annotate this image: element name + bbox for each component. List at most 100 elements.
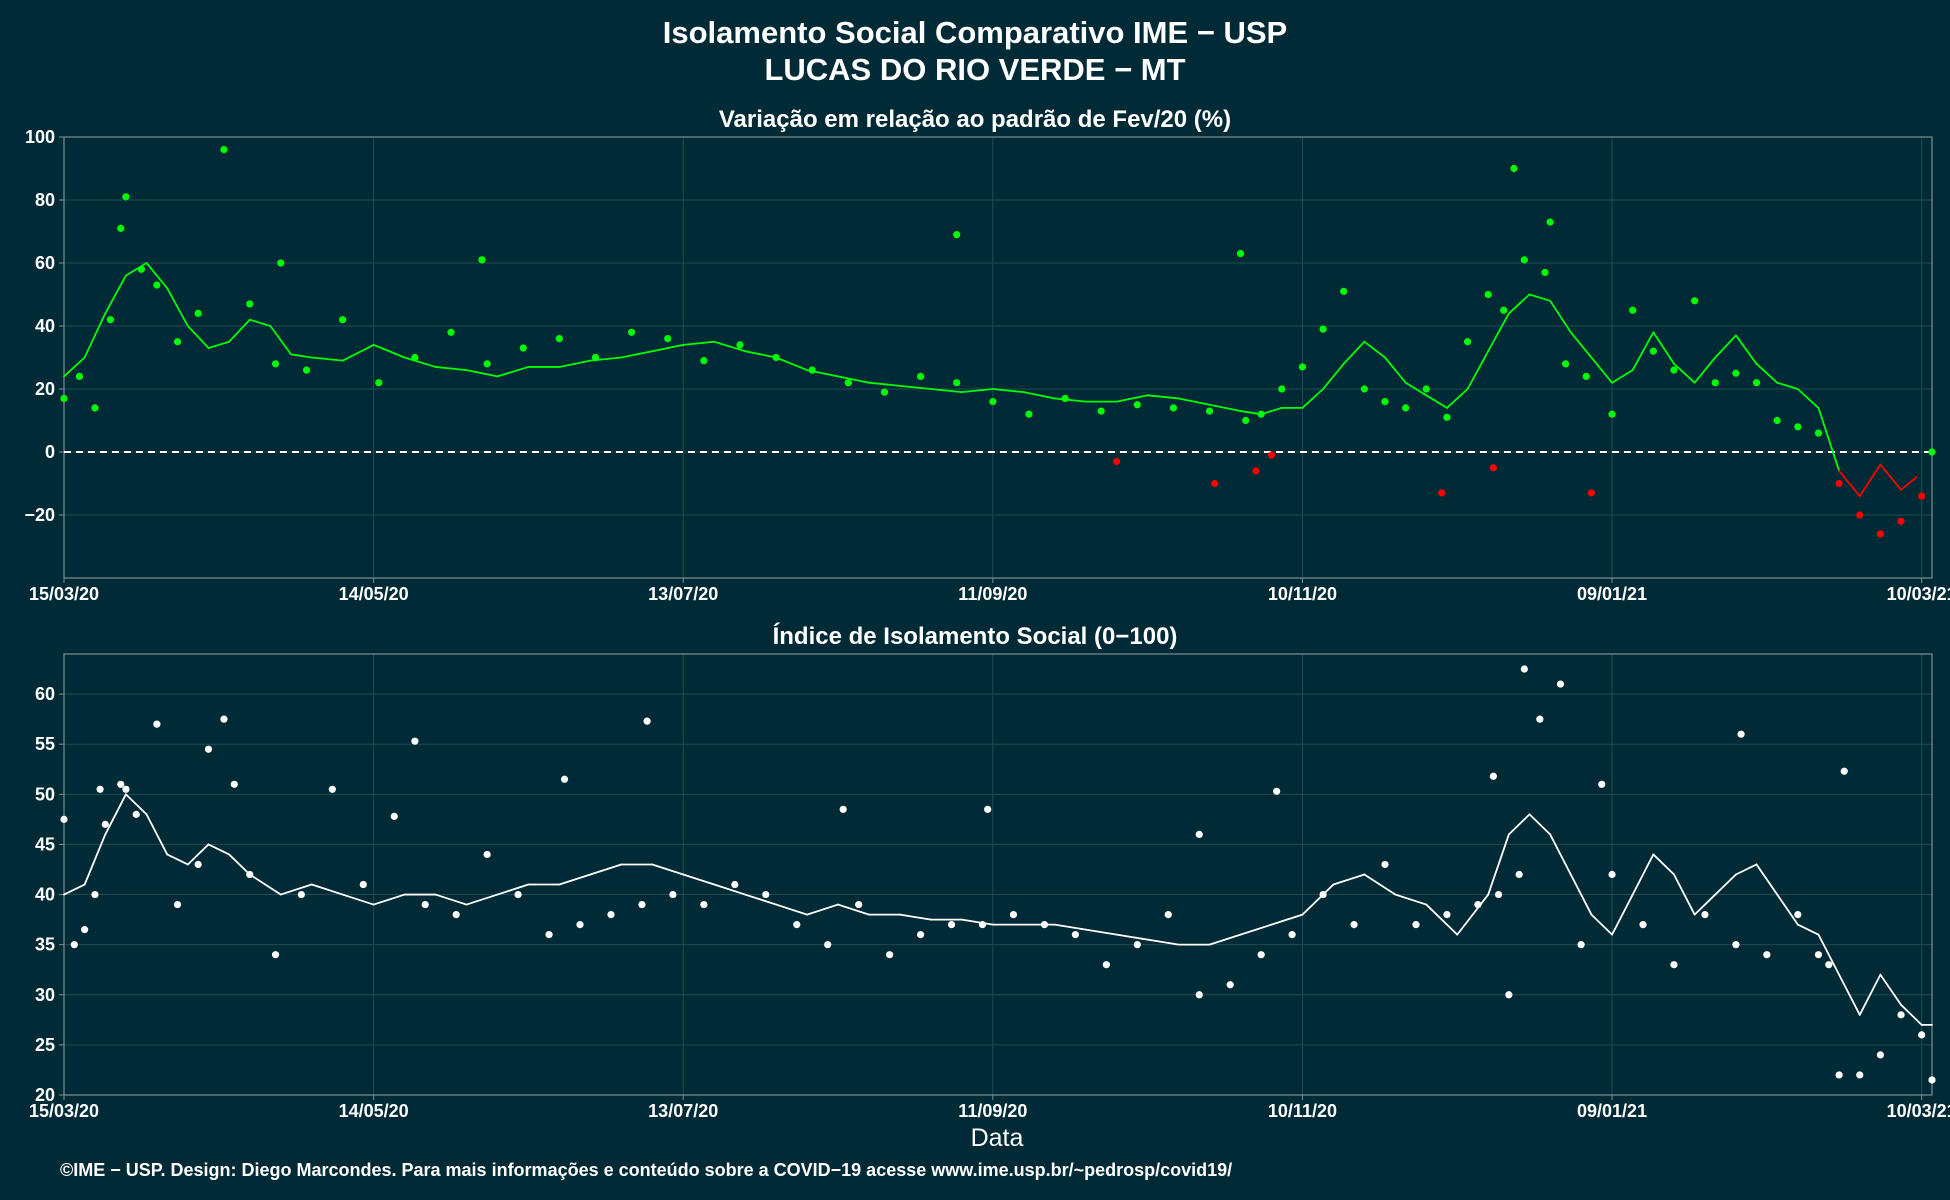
data-point — [1876, 1051, 1884, 1059]
data-point — [1071, 931, 1080, 939]
data-point — [328, 785, 336, 793]
moving-average-segment — [1611, 369, 1634, 384]
data-point — [664, 335, 672, 343]
moving-average-segment — [1022, 391, 1056, 400]
data-point — [1025, 410, 1033, 418]
data-point — [545, 931, 553, 939]
data-point — [1298, 363, 1307, 371]
moving-average-segment — [465, 369, 499, 378]
data-point — [153, 720, 161, 728]
data-point — [1500, 306, 1508, 314]
moving-average-segment — [1838, 973, 1861, 1016]
moving-average-segment — [1549, 299, 1572, 334]
moving-average-segment — [372, 343, 406, 359]
moving-average-segment — [186, 843, 210, 866]
moving-average-segment — [1796, 923, 1820, 936]
data-point — [1484, 290, 1492, 299]
moving-average-segment — [775, 356, 808, 372]
moving-average-segment — [651, 343, 685, 353]
data-point — [483, 850, 491, 859]
data-point — [560, 775, 569, 783]
moving-average-segment — [125, 262, 148, 277]
y-tick-label: 40 — [35, 885, 55, 905]
moving-average-segment — [1838, 469, 1861, 498]
data-point — [700, 357, 708, 365]
data-point — [1897, 1011, 1905, 1019]
data-point — [411, 737, 419, 745]
panel-border — [63, 136, 1933, 579]
moving-average-segment — [1301, 883, 1335, 916]
data-point — [1752, 379, 1761, 387]
moving-average-segment — [1384, 356, 1407, 384]
moving-average-segment — [744, 893, 778, 906]
data-point — [1556, 680, 1565, 688]
moving-average-segment — [651, 863, 685, 876]
data-point — [1598, 780, 1606, 788]
data-point — [478, 256, 486, 264]
data-point — [1422, 385, 1430, 393]
data-point — [1169, 404, 1178, 412]
data-point — [1897, 517, 1905, 525]
moving-average-segment — [1363, 340, 1386, 359]
x-tick-label: 09/01/21 — [1577, 584, 1647, 604]
moving-average-segment — [682, 340, 716, 346]
data-point — [1195, 830, 1203, 839]
panel-border — [63, 653, 1933, 1096]
moving-average-segment — [125, 793, 148, 816]
data-point — [628, 328, 636, 336]
data-point — [122, 193, 130, 201]
moving-average-segment — [1796, 388, 1820, 409]
data-point — [60, 815, 68, 823]
data-point — [1489, 464, 1497, 472]
data-point — [607, 910, 615, 919]
data-point — [1691, 297, 1699, 305]
data-point — [947, 921, 956, 929]
data-point — [173, 338, 182, 346]
moving-average-segment — [837, 903, 870, 916]
y-tick-label: 0 — [45, 442, 55, 462]
moving-average-segment — [1487, 833, 1510, 896]
data-point — [1629, 306, 1637, 314]
y-tick-label: 20 — [35, 379, 55, 399]
moving-average-segment — [145, 813, 169, 856]
moving-average-segment — [589, 863, 623, 876]
moving-average-segment — [1446, 388, 1469, 409]
moving-average-segment — [1755, 863, 1779, 896]
data-point — [101, 820, 109, 828]
data-point — [736, 341, 744, 349]
x-tick-label: 10/03/21 — [1887, 1101, 1950, 1121]
data-point — [1918, 492, 1926, 500]
moving-average-segment — [63, 883, 86, 896]
data-point — [1840, 767, 1848, 775]
data-point — [1113, 457, 1121, 466]
moving-average-segment — [279, 883, 313, 896]
data-point — [1381, 860, 1389, 869]
data-point — [1587, 489, 1596, 497]
data-point — [1340, 287, 1348, 295]
moving-average-segment — [63, 356, 86, 378]
data-point — [1536, 715, 1544, 723]
moving-average-segment — [1507, 813, 1531, 836]
data-point — [1732, 941, 1740, 949]
data-point — [643, 717, 651, 725]
moving-average-segment — [1208, 933, 1242, 946]
data-point — [1133, 401, 1141, 409]
moving-average-segment — [1714, 334, 1737, 359]
moving-average-segment — [1342, 340, 1366, 365]
moving-average-segment — [1260, 406, 1283, 416]
moving-average-segment — [1900, 476, 1918, 491]
moving-average-segment — [1177, 397, 1211, 406]
data-point — [1763, 951, 1771, 959]
variation-panel: 15/03/20 14/05/20 13/07/20 11/09/20 10/11/20… — [24, 127, 1950, 604]
data-point — [1133, 941, 1141, 949]
data-point — [855, 900, 863, 909]
moving-average-segment — [713, 340, 747, 353]
moving-average-segment — [558, 873, 592, 886]
data-point — [839, 805, 847, 813]
y-tick-label: 20 — [35, 1085, 55, 1105]
moving-average-segment — [207, 843, 231, 856]
data-point — [81, 926, 89, 934]
data-point — [1639, 921, 1647, 929]
data-point — [953, 231, 961, 239]
data-point — [1701, 910, 1709, 919]
